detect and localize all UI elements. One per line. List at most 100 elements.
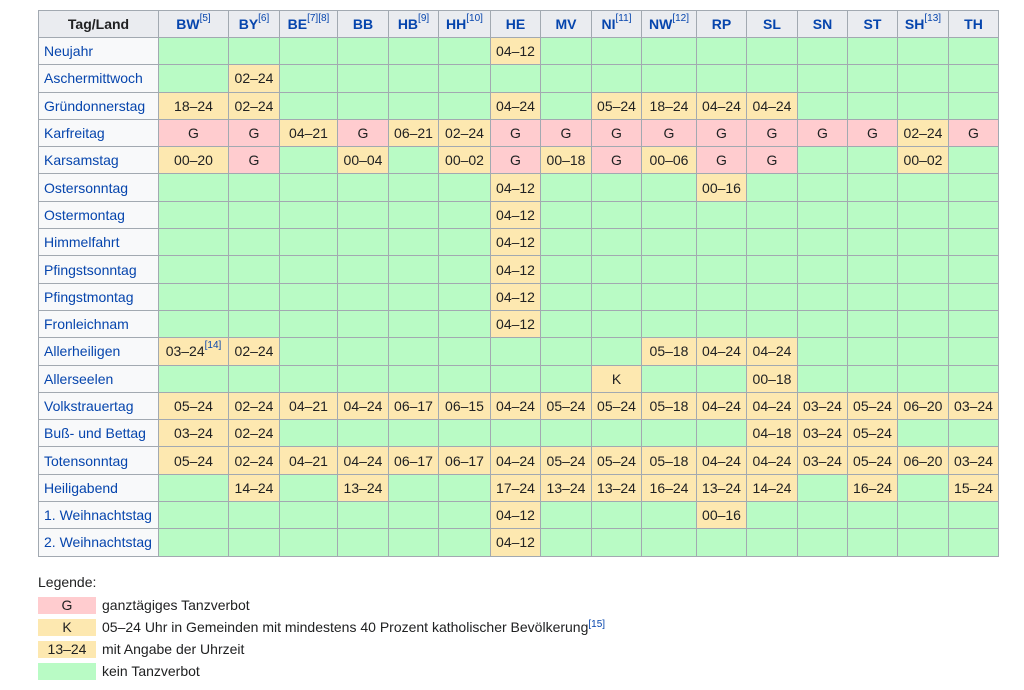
day-link[interactable]: Volkstrauertag [38,391,159,421]
cell-rp [696,309,747,339]
cell-sh [897,173,949,202]
day-link[interactable]: Karsamstag [38,146,159,175]
header-state-sn[interactable]: SN [797,10,848,38]
cell-rp: 04–24 [696,337,747,366]
day-link[interactable]: Heiligabend [38,473,159,503]
cell-sl [746,501,798,530]
cell-ni [591,228,642,257]
state-code[interactable]: NI [601,16,616,32]
day-link[interactable]: Pfingstsonntag [38,255,159,284]
cell-th [948,64,999,93]
day-link[interactable]: Ostersonntag [38,173,159,202]
footnote-ref[interactable]: [12] [672,13,689,24]
state-code[interactable]: ST [863,16,882,32]
day-link[interactable]: Allerheiligen [38,337,159,366]
cell-he: 04–12 [490,282,541,311]
footnote-ref[interactable]: [14] [204,340,222,352]
day-link[interactable]: Karfreitag [38,118,159,148]
footnote-ref[interactable]: [11] [615,13,632,24]
header-state-th[interactable]: TH [948,10,999,38]
state-code[interactable]: TH [964,16,983,32]
footnote-ref[interactable]: [10] [466,13,483,24]
day-link[interactable]: Ostermontag [38,200,159,230]
cell-sl: 00–18 [746,364,798,393]
day-link[interactable]: Himmelfahrt [38,228,159,257]
header-state-ni[interactable]: NI[11] [591,10,642,38]
header-state-rp[interactable]: RP [696,10,747,38]
state-code[interactable]: SH [904,16,925,32]
cell-ni [591,200,642,230]
footnote-ref[interactable]: [13] [924,13,942,24]
footnote-ref[interactable]: [9] [418,13,430,24]
header-state-bw[interactable]: BW[5] [158,10,229,38]
state-code[interactable]: NW [648,16,673,32]
cell-ni [591,64,642,93]
cell-by [228,528,280,557]
state-code[interactable]: BB [352,16,374,32]
day-link[interactable]: Aschermittwoch [38,64,159,93]
header-state-nw[interactable]: NW[12] [641,10,697,38]
state-code[interactable]: SL [763,16,781,32]
state-code[interactable]: SN [812,16,833,32]
cell-be [279,419,338,448]
state-code[interactable]: HE [505,16,526,32]
header-state-bb[interactable]: BB [337,10,389,38]
cell-st [847,309,898,339]
cell-hb [388,36,439,66]
header-state-sl[interactable]: SL [746,10,798,38]
cell-nw [641,364,697,393]
cell-be [279,255,338,284]
day-link[interactable]: Totensonntag [38,446,159,475]
state-code[interactable]: HB [397,16,419,32]
cell-hb [388,64,439,93]
cell-by: 02–24 [228,419,280,448]
cell-bw [158,228,229,257]
footnote-ref[interactable]: [15] [588,618,606,630]
day-link[interactable]: Buß- und Bettag [38,419,159,448]
legend-item: kein Tanzverbot [38,660,605,682]
state-code[interactable]: BE [287,16,308,32]
header-state-be[interactable]: BE[7][8] [279,10,338,38]
footnote-ref[interactable]: [6] [258,13,270,24]
cell-st [847,228,898,257]
header-state-st[interactable]: ST [847,10,898,38]
footnote-ref[interactable]: [5] [199,13,211,24]
table-row: 1. Weihnachtstag 04–12 00–16 [38,501,999,530]
day-link[interactable]: Fronleichnam [38,309,159,339]
footnote-ref[interactable]: [7][8] [307,13,330,24]
cell-bb [337,228,389,257]
state-code[interactable]: HH [446,16,467,32]
header-state-he[interactable]: HE [490,10,541,38]
cell-st [847,255,898,284]
day-link[interactable]: Pfingstmontag [38,282,159,311]
cell-hh [438,282,491,311]
cell-sn [797,91,848,120]
header-state-mv[interactable]: MV [540,10,592,38]
legend-swatch [38,662,96,680]
state-code[interactable]: RP [711,16,732,32]
day-link[interactable]: Neujahr [38,36,159,66]
cell-he: 04–24 [490,446,541,475]
day-link[interactable]: Allerseelen [38,364,159,393]
table-row: Karsamstag 00–20 G 00–04 00–02 G 00–18 G 00–06 G G… [38,146,999,175]
cell-st [847,36,898,66]
cell-hb [388,337,439,366]
state-code[interactable]: BW [176,16,200,32]
cell-hh: 00–02 [438,146,491,175]
header-state-hb[interactable]: HB[9] [388,10,439,38]
cell-be [279,473,338,503]
header-state-sh[interactable]: SH[13] [897,10,949,38]
header-state-by[interactable]: BY[6] [228,10,280,38]
state-code[interactable]: MV [555,16,577,32]
cell-hb [388,255,439,284]
day-link[interactable]: Gründonnerstag [38,91,159,120]
cell-st [847,364,898,393]
day-link[interactable]: 2. Weihnachtstag [38,528,159,557]
day-link[interactable]: 1. Weihnachtstag [38,501,159,530]
cell-nw: G [641,118,697,148]
cell-nw [641,64,697,93]
header-state-hh[interactable]: HH[10] [438,10,491,38]
cell-st [847,146,898,175]
state-code[interactable]: BY [238,16,259,32]
